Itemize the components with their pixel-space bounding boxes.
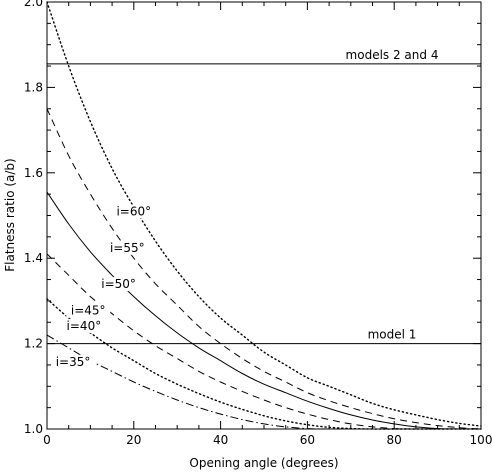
series-line [46, 108, 482, 430]
y-axis-label: Flatness ratio (a/b) [3, 158, 17, 271]
y-tick-label: 1.2 [24, 337, 43, 351]
y-tick-label: 1.0 [24, 422, 43, 436]
x-tick-label: 0 [43, 433, 51, 447]
curve-labels: i=60° i=55° i=50° i=45°i=40° i=35° [51, 204, 156, 369]
x-tick-label: 20 [126, 433, 141, 447]
y-tick-label: 1.6 [24, 166, 43, 180]
curve-label: i=35° [56, 355, 91, 369]
y-tick-label: 1.8 [24, 80, 43, 94]
curve-label: i=40° [67, 319, 102, 333]
curve-label: i=50° [101, 277, 136, 291]
reference-line-label: model 1 [368, 328, 417, 342]
curve-label-bg [61, 318, 106, 333]
curve-label-bg [51, 354, 96, 369]
reference-line-label: models 2 and 4 [346, 48, 439, 62]
y-tick-label: 1.4 [24, 251, 43, 265]
curve-label-bg [111, 204, 156, 219]
curve-label-bg [105, 240, 150, 255]
y-tick-label: 2.0 [24, 0, 43, 9]
series-line [46, 334, 481, 430]
x-tick-label: 60 [300, 433, 315, 447]
curve-label: i=55° [110, 241, 145, 255]
x-tick-label: 80 [387, 433, 402, 447]
curve-label: i=45° [71, 304, 106, 318]
x-tick-label: 40 [213, 433, 228, 447]
curve-label-bg [96, 277, 141, 292]
curve-label-bg [66, 303, 111, 318]
reference-lines: models 2 and 4 model 1 [47, 48, 481, 345]
curve-label: i=60° [116, 205, 151, 219]
x-axis-ticks: 0 20 40 60 80 100 [43, 2, 492, 447]
x-axis-label: Opening angle (degrees) [189, 456, 338, 470]
y-axis-ticks: 1.0 1.2 1.4 1.6 1.8 2.0 [24, 0, 481, 436]
series-line [46, 298, 482, 430]
series-line [46, 1, 482, 427]
x-tick-label: 100 [470, 433, 492, 447]
